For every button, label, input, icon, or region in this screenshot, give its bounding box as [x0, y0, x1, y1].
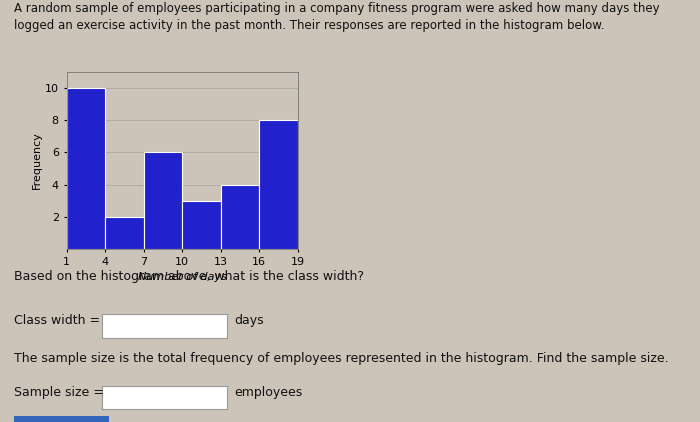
Text: Class width =: Class width = — [14, 314, 100, 327]
Bar — [182, 200, 220, 249]
Text: logged an exercise activity in the past month. Their responses are reported in t: logged an exercise activity in the past … — [14, 19, 605, 32]
Bar — [66, 88, 105, 249]
Text: A random sample of employees participating in a company fitness program were ask: A random sample of employees participati… — [14, 2, 659, 15]
Text: employees: employees — [234, 386, 302, 399]
Text: Based on the histogram above, what is the class width?: Based on the histogram above, what is th… — [14, 270, 364, 283]
Bar — [144, 152, 182, 249]
Text: Sample size =: Sample size = — [14, 386, 104, 399]
Bar — [220, 184, 259, 249]
Text: days: days — [234, 314, 264, 327]
Bar — [259, 120, 298, 249]
Y-axis label: Frequency: Frequency — [32, 131, 42, 189]
Bar — [105, 217, 144, 249]
X-axis label: Number of days: Number of days — [138, 272, 226, 282]
Text: The sample size is the total frequency of employees represented in the histogram: The sample size is the total frequency o… — [14, 352, 668, 365]
